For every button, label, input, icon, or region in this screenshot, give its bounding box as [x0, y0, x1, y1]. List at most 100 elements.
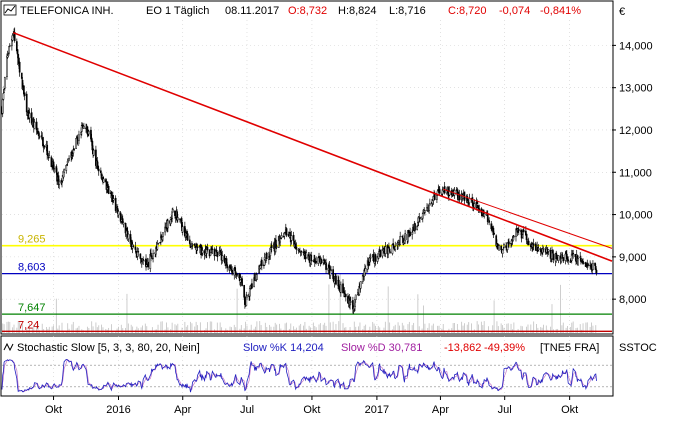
- candle-body: [325, 262, 327, 270]
- candle-body: [48, 155, 51, 158]
- candle-body: [513, 235, 515, 238]
- candle-body: [53, 167, 56, 170]
- change-value: -0,074: [499, 5, 530, 17]
- candle-body: [344, 294, 347, 297]
- candle-body: [560, 257, 563, 263]
- candle-body: [290, 235, 293, 241]
- candle-body: [517, 229, 520, 232]
- y-tick-label: 14,000: [619, 40, 653, 52]
- candle-body: [35, 121, 38, 131]
- candle-body: [409, 231, 411, 237]
- candle-body: [572, 252, 575, 255]
- candle-body: [280, 235, 283, 239]
- candle-body: [436, 195, 438, 200]
- candle-body: [399, 236, 402, 246]
- candle-body: [364, 268, 367, 274]
- x-tick-label: 2016: [106, 404, 130, 416]
- x-tick-label: Apr: [174, 404, 191, 416]
- x-tick-label: 2017: [365, 404, 389, 416]
- indicator-title: Stochastic Slow [5, 3, 3, 80, 20, Nein]: [17, 342, 200, 354]
- candle-body: [483, 213, 486, 217]
- candle-body: [561, 255, 564, 257]
- candle-body: [87, 131, 90, 135]
- candle-body: [547, 249, 550, 252]
- candle-body: [259, 265, 262, 269]
- candle-body: [63, 169, 65, 173]
- candle-body: [188, 239, 191, 244]
- candle-body: [416, 226, 418, 230]
- candle-body: [404, 233, 406, 242]
- candle-body: [379, 249, 382, 258]
- candle-body: [226, 264, 229, 269]
- candle-body: [493, 233, 495, 235]
- x-tick-label: Okt: [561, 404, 578, 416]
- candle-body: [66, 160, 69, 164]
- candle-body: [196, 246, 199, 248]
- candle-body: [135, 250, 137, 254]
- candle-body: [6, 56, 8, 78]
- candle-body: [595, 269, 598, 273]
- trendline-secondary: [443, 188, 613, 249]
- candle-body: [374, 254, 377, 262]
- candle-body: [384, 246, 387, 254]
- candle-body: [542, 248, 545, 250]
- candle-body: [225, 258, 228, 265]
- stoch-d-label: Slow %D 30,781: [341, 342, 422, 354]
- candle-body: [206, 246, 209, 250]
- indicator-icon[interactable]: [3, 342, 14, 352]
- candle-body: [340, 284, 342, 293]
- y-tick-label: 12,000: [619, 125, 653, 137]
- candle-body: [315, 261, 318, 263]
- level-label: 7,24: [18, 319, 39, 331]
- x-tick-label: Apr: [432, 404, 449, 416]
- candle-body: [134, 246, 137, 250]
- candle-body: [236, 274, 238, 276]
- candle-body: [38, 136, 41, 138]
- candle-body: [414, 223, 416, 231]
- candle-body: [503, 244, 505, 248]
- indicator-panel-frame: [0, 335, 614, 397]
- candle-body: [211, 248, 214, 250]
- level-label: 7,647: [18, 302, 46, 314]
- stoch-diff: -13,862: [444, 342, 481, 354]
- candle-body: [142, 258, 145, 261]
- candle-body: [292, 234, 295, 241]
- candle-body: [221, 255, 224, 261]
- candle-body: [102, 178, 105, 183]
- candle-body: [310, 254, 313, 262]
- candle-body: [191, 243, 194, 246]
- candle-body: [592, 263, 594, 270]
- open-value: O:8,732: [288, 5, 327, 17]
- candle-body: [388, 246, 390, 249]
- candle-body: [25, 93, 28, 113]
- candle-body: [139, 253, 142, 259]
- x-tick-label: Jul: [240, 404, 254, 416]
- trendline-main: [13, 31, 613, 262]
- candle-body: [3, 77, 6, 89]
- candle-body: [498, 245, 500, 251]
- candle-body: [256, 274, 258, 280]
- trendlines: [13, 31, 613, 262]
- candle-body: [488, 220, 491, 223]
- stoch-diff-percent: -49,39%: [484, 342, 525, 354]
- quote-date: 08.11.2017: [225, 5, 279, 17]
- y-tick-label: 11,000: [619, 167, 652, 179]
- candle-body: [156, 242, 159, 250]
- candle-body: [359, 281, 362, 289]
- candle-body: [61, 181, 63, 184]
- candle-body: [580, 257, 582, 262]
- candle-body: [285, 228, 288, 236]
- candle-body: [388, 248, 391, 252]
- y-tick-label: 9,000: [619, 252, 647, 264]
- stoch-k-label: Slow %K 14,204: [243, 342, 324, 354]
- candle-body: [122, 222, 125, 225]
- candle-body: [181, 226, 184, 233]
- candle-body: [552, 253, 555, 260]
- y-tick-label: 10,000: [619, 210, 653, 222]
- candle-body: [275, 246, 278, 248]
- chart-type-icon[interactable]: [3, 4, 17, 16]
- candle-body: [246, 295, 248, 298]
- candle-body: [251, 283, 253, 289]
- candle-body: [577, 258, 579, 266]
